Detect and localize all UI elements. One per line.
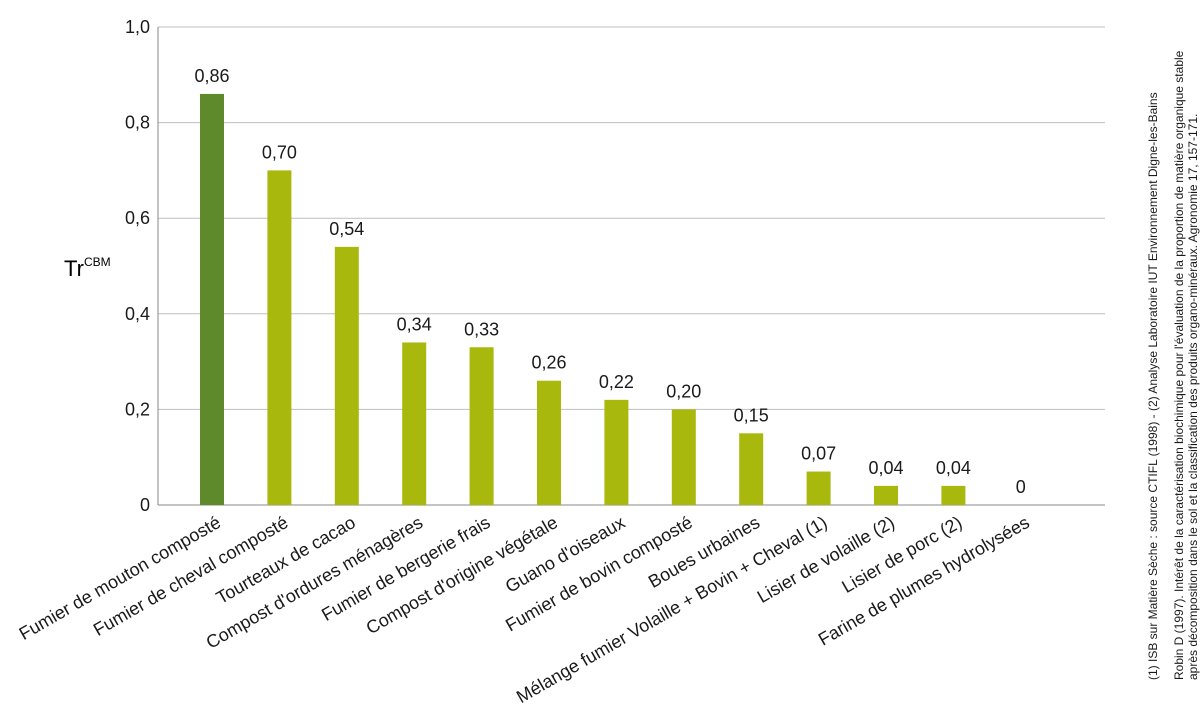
source-note-1: (1) ISB sur Matière Sèche : source CTIFL… bbox=[1146, 92, 1160, 680]
y-axis-label-main: Tr bbox=[64, 256, 84, 281]
y-axis-label: TrCBM bbox=[64, 255, 111, 281]
y-tick-label: 0 bbox=[140, 495, 150, 515]
y-tick-label: 1,0 bbox=[125, 17, 150, 37]
bar bbox=[874, 485, 898, 505]
bars bbox=[200, 93, 966, 506]
y-tick-labels: 0 0,2 0,4 0,6 0,8 1,0 bbox=[125, 17, 150, 515]
bar-value-label: 0,86 bbox=[194, 66, 229, 86]
bar-value-label: 0,70 bbox=[262, 142, 297, 162]
bar-value-label: 0,26 bbox=[531, 353, 566, 373]
source-note-3: après décomposition dans le sol et la cl… bbox=[1186, 114, 1200, 680]
value-labels: 0,86 0,70 0,54 0,34 0,33 0,26 0,22 0,20 0,15 0,07… bbox=[194, 66, 1025, 497]
bar-value-label: 0,22 bbox=[599, 372, 634, 392]
bar bbox=[200, 93, 224, 506]
bar-value-label: 0,20 bbox=[666, 381, 701, 401]
bar bbox=[334, 246, 359, 505]
y-tick-label: 0,2 bbox=[125, 399, 150, 419]
source-notes: (1) ISB sur Matière Sèche : source CTIFL… bbox=[1146, 50, 1200, 680]
y-axis-label-superscript: CBM bbox=[84, 255, 111, 269]
gridlines bbox=[157, 26, 1105, 506]
y-tick-label: 0,4 bbox=[125, 304, 150, 324]
source-note-2: Robin D (1997). Intérêt de la caractéris… bbox=[1172, 50, 1186, 680]
bar-value-label: 0,04 bbox=[868, 458, 903, 478]
bar bbox=[469, 347, 494, 505]
bar bbox=[537, 380, 561, 505]
bar bbox=[739, 433, 764, 505]
bar-value-label: 0,33 bbox=[464, 319, 499, 339]
y-tick-label: 0,6 bbox=[125, 208, 150, 228]
bar-value-label: 0,04 bbox=[936, 458, 971, 478]
bar-value-label: 0 bbox=[1016, 477, 1026, 497]
bar bbox=[402, 342, 427, 505]
bar bbox=[267, 170, 292, 505]
bar bbox=[941, 485, 966, 505]
y-tick-label: 0,8 bbox=[125, 113, 150, 133]
bar-value-label: 0,54 bbox=[329, 219, 364, 239]
bar bbox=[604, 399, 629, 505]
bar-value-label: 0,07 bbox=[801, 444, 836, 464]
bar-value-label: 0,15 bbox=[734, 405, 769, 425]
bar-value-label: 0,34 bbox=[397, 314, 432, 334]
bar bbox=[671, 409, 696, 505]
bar bbox=[806, 471, 831, 505]
